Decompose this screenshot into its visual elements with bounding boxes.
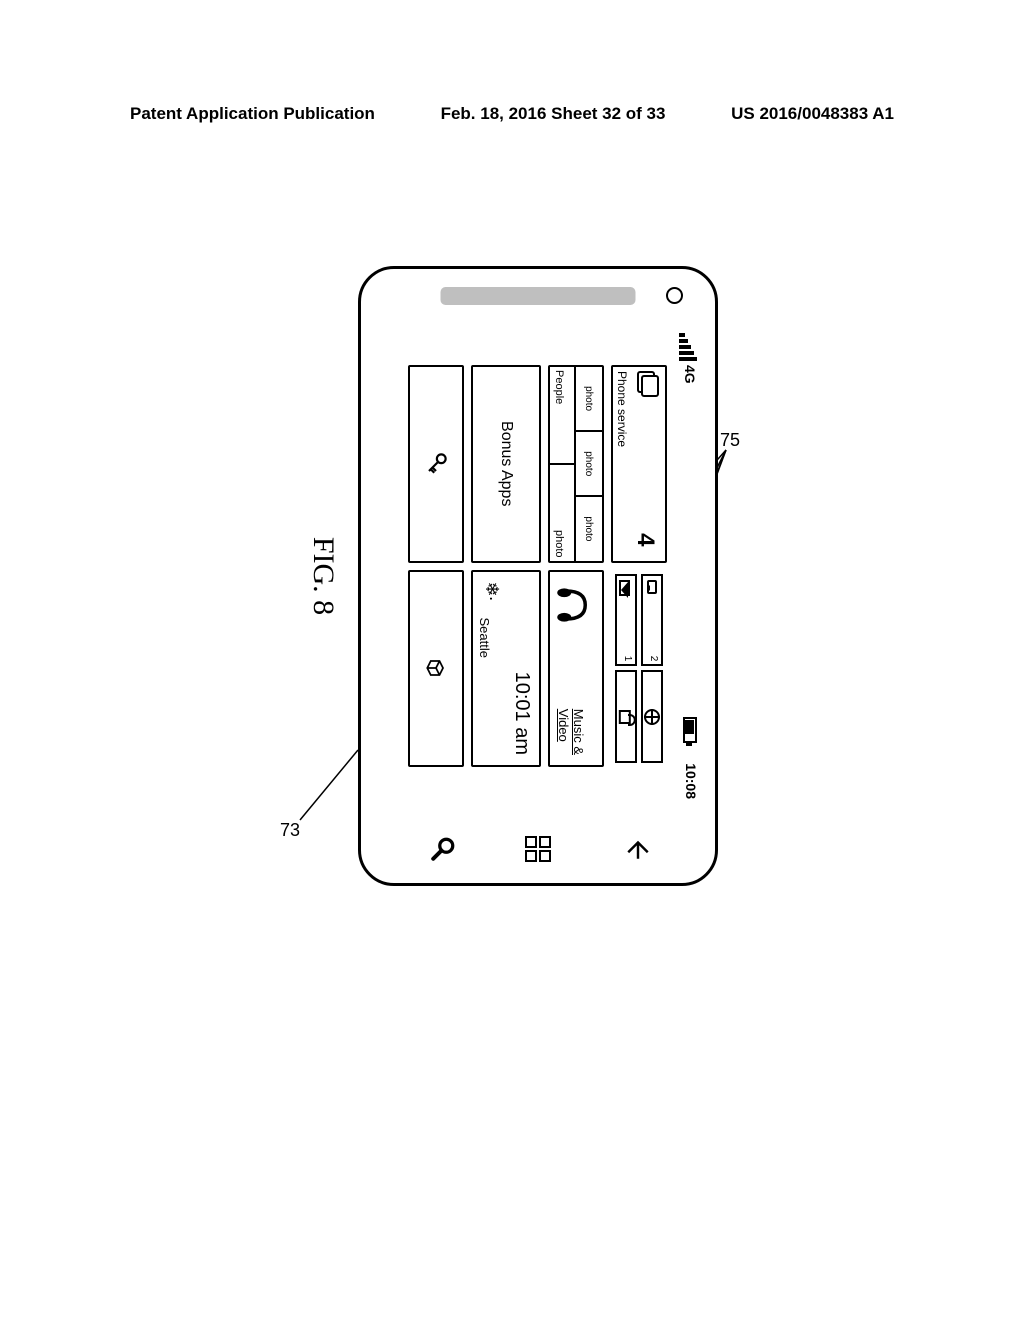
small-tiles: 2 1 <box>611 570 667 768</box>
mail-tile[interactable]: 1 <box>615 574 637 667</box>
phone-tile[interactable]: 4 Phone service <box>611 365 667 563</box>
weather-time: 10:01 am <box>510 672 533 755</box>
bonus-label: Bonus Apps <box>473 367 539 561</box>
chat-bubble-icon <box>647 580 657 594</box>
device-screen: 4G 10:08 4 Phone service <box>369 331 701 801</box>
speaker-grille <box>441 287 636 305</box>
battery-icon <box>683 717 697 743</box>
mail-badge: 1 <box>622 656 633 662</box>
weather-icon: ❄︎ · <box>481 582 502 599</box>
envelope-icon <box>619 580 630 596</box>
weather-city: Seattle <box>477 618 492 658</box>
people-tile[interactable]: photo photo photo People photo <box>548 365 604 563</box>
phone-label: Phone service <box>615 371 629 447</box>
phone-count: 4 <box>631 533 659 546</box>
signal-icon <box>679 333 697 361</box>
music-tile[interactable]: Music & Video <box>548 570 604 768</box>
status-bar: 4G 10:08 <box>675 331 701 801</box>
store-tile[interactable] <box>615 670 637 763</box>
clock-label: 10:08 <box>683 763 699 799</box>
msg-badge: 2 <box>648 656 659 662</box>
keys-icon <box>422 450 450 478</box>
bonus-apps-tile[interactable]: Bonus Apps <box>471 365 541 563</box>
device-outline: 4G 10:08 4 Phone service <box>358 266 718 886</box>
keys-tile[interactable] <box>408 365 464 563</box>
people-thumb: photo <box>576 367 602 432</box>
weather-tile[interactable]: 10:01 am ❄︎ · Seattle <box>471 570 541 768</box>
people-photo-label: photo <box>550 465 574 561</box>
music-label: Music & Video <box>556 709 585 755</box>
nav-buttons <box>361 829 715 869</box>
headphones-icon <box>552 584 594 626</box>
cube-icon <box>422 654 450 682</box>
contact-photo-icon <box>641 375 659 397</box>
cube-tile[interactable] <box>408 570 464 768</box>
network-label: 4G <box>682 365 698 384</box>
messages-tile[interactable]: 2 <box>641 574 663 667</box>
globe-icon <box>644 709 660 725</box>
people-thumb: photo <box>576 497 602 560</box>
figure-caption: FIG. 8 <box>306 266 340 886</box>
browser-tile[interactable] <box>641 670 663 763</box>
back-button[interactable] <box>620 836 651 862</box>
home-button[interactable] <box>525 836 551 862</box>
shopping-bag-icon <box>619 710 631 724</box>
tiles-grid: 4 Phone service 2 <box>373 365 667 767</box>
people-thumb: photo <box>576 432 602 497</box>
search-button[interactable] <box>425 836 456 862</box>
people-label: People <box>550 367 574 465</box>
camera-dot <box>666 287 683 304</box>
